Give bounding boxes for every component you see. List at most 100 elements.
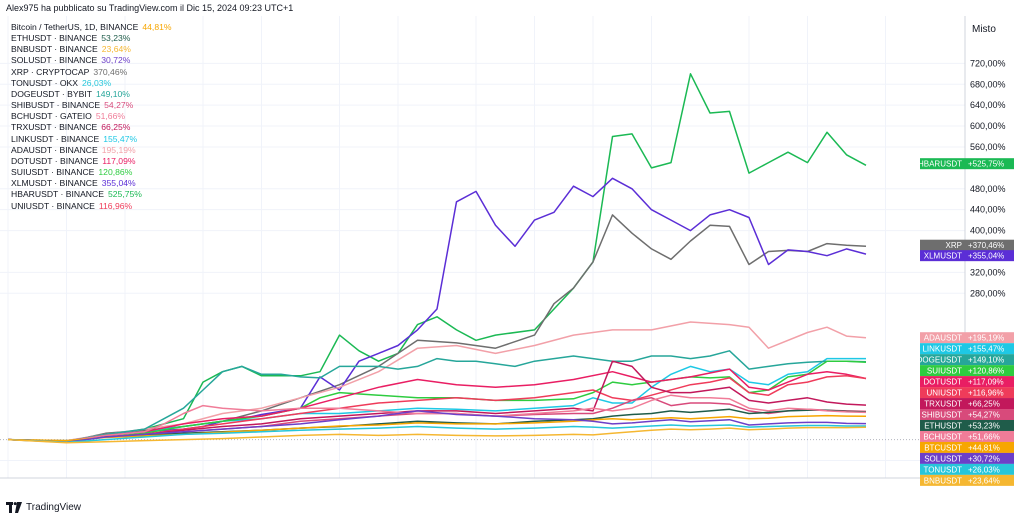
legend-item[interactable]: SHIBUSDT · BINANCE 54,27% xyxy=(11,100,172,111)
end-label-value-box xyxy=(965,452,1014,464)
end-label-name: BNBUSDT xyxy=(924,476,962,485)
end-label-value: +53,23% xyxy=(968,421,1000,430)
legend-item[interactable]: TONUSDT · OKX 26,03% xyxy=(11,78,172,89)
end-label-uniusdt: UNIUSDT +116,96% xyxy=(920,387,1014,399)
end-label-value-box xyxy=(965,332,1014,344)
scale-mode-label[interactable]: Misto xyxy=(972,24,996,35)
end-label-value: +51,66% xyxy=(968,432,1000,441)
legend-symbol-label: ADAUSDT · BINANCE xyxy=(11,144,98,155)
legend-item[interactable]: XLMUSDT · BINANCE 355,04% xyxy=(11,178,172,189)
legend-symbol-label: SUIUSDT · BINANCE xyxy=(11,167,95,178)
legend-item[interactable]: BNBUSDT · BINANCE 23,64% xyxy=(11,44,172,55)
price-axis-tick-label: 640,00% xyxy=(970,100,1006,110)
legend-change-value: 120,86% xyxy=(98,167,133,178)
legend-symbol-label: UNIUSDT · BINANCE xyxy=(11,200,95,211)
legend-item[interactable]: TRXUSDT · BINANCE 66,25% xyxy=(11,122,172,133)
price-axis-tick-label: 440,00% xyxy=(970,205,1006,215)
legend-change-value: 44,81% xyxy=(142,22,172,32)
end-label-value-box xyxy=(965,343,1014,355)
tradingview-logo-icon xyxy=(6,502,22,513)
end-label-value: +370,46% xyxy=(968,241,1004,250)
legend-item[interactable]: BCHUSDT · GATEIO 51,66% xyxy=(11,111,172,122)
symbol-legend: Bitcoin / TetherUS, 1D, BINANCE 44,81% ETH… xyxy=(11,22,172,212)
end-label-name: ETHUSDT xyxy=(924,421,962,430)
series-lines xyxy=(7,73,867,444)
end-label-dotusdt: DOTUSDT +117,09% xyxy=(920,376,1014,388)
end-label-value-box xyxy=(965,239,1014,251)
end-label-suiusdt: SUIUSDT +120,86% xyxy=(920,365,1014,377)
end-label-value: +355,04% xyxy=(968,252,1004,261)
end-label-name-box xyxy=(920,343,965,355)
end-label-name-box xyxy=(920,430,965,442)
legend-change-value: 116,96% xyxy=(98,200,133,211)
legend-item[interactable]: SUIUSDT · BINANCE 120,86% xyxy=(11,167,172,178)
legend-item[interactable]: DOTUSDT · BINANCE 117,09% xyxy=(11,156,172,167)
publisher-header: Alex975 ha pubblicato su TradingView.com… xyxy=(6,3,294,13)
end-label-value-box xyxy=(965,409,1014,421)
end-label-ethusdt: ETHUSDT +53,23% xyxy=(920,419,1014,431)
legend-change-value: 195,19% xyxy=(101,144,136,155)
legend-item[interactable]: ETHUSDT · BINANCE 53,23% xyxy=(11,33,172,44)
legend-symbol-label: TONUSDT · OKX xyxy=(11,77,79,88)
legend-symbol-label: Bitcoin / TetherUS, 1D, BINANCE xyxy=(11,22,139,32)
end-label-name-box xyxy=(920,398,965,410)
end-label-shibusdt: SHIBUSDT +54,27% xyxy=(920,409,1014,421)
legend-symbol-label: ETHUSDT · BINANCE xyxy=(11,33,98,44)
footer-brand-text: TradingView xyxy=(26,502,82,513)
end-label-solusdt: SOLUSDT +30,72% xyxy=(920,452,1014,464)
legend-symbol-label: BNBUSDT · BINANCE xyxy=(11,44,98,55)
legend-symbol-label: SHIBUSDT · BINANCE xyxy=(11,100,101,111)
end-label-bnbusdt: BNBUSDT +23,64% xyxy=(920,474,1014,486)
end-label-name: SOLUSDT xyxy=(924,454,962,463)
end-label-value-box xyxy=(965,430,1014,442)
end-label-value: +149,10% xyxy=(968,356,1004,365)
legend-item[interactable]: ADAUSDT · BINANCE 195,19% xyxy=(11,145,172,156)
series-line-bchusdt xyxy=(7,394,867,442)
price-axis-tick-label: 600,00% xyxy=(970,121,1006,131)
end-label-value-box xyxy=(965,365,1014,377)
legend-change-value: 370,46% xyxy=(93,66,128,77)
end-label-name-box xyxy=(920,387,965,399)
end-label-name-box xyxy=(920,409,965,421)
end-label-name: TONUSDT xyxy=(923,465,962,474)
end-label-tonusdt: TONUSDT +26,03% xyxy=(920,463,1014,475)
legend-item[interactable]: XRP · CRYPTOCAP 370,46% xyxy=(11,67,172,78)
legend-item[interactable]: Bitcoin / TetherUS, 1D, BINANCE 44,81% xyxy=(11,22,172,33)
legend-item[interactable]: SOLUSDT · BINANCE 30,72% xyxy=(11,55,172,66)
end-label-value: +23,64% xyxy=(968,476,1000,485)
legend-item[interactable]: DOGEUSDT · BYBIT 149,10% xyxy=(11,89,172,100)
legend-symbol-label: LINKUSDT · BINANCE xyxy=(11,133,100,144)
legend-item[interactable]: UNIUSDT · BINANCE 116,96% xyxy=(11,201,172,212)
end-label-value-box xyxy=(965,354,1014,366)
legend-change-value: 66,25% xyxy=(101,122,131,133)
end-label-value: +30,72% xyxy=(968,454,1000,463)
legend-item[interactable]: LINKUSDT · BINANCE 155,47% xyxy=(11,134,172,145)
legend-change-value: 117,09% xyxy=(102,155,136,166)
end-label-value: +155,47% xyxy=(968,345,1004,354)
end-label-value: +44,81% xyxy=(968,443,1000,452)
end-label-value: +120,86% xyxy=(968,367,1004,376)
series-line-xrp xyxy=(7,214,867,443)
end-label-name-box xyxy=(920,365,965,377)
end-label-name-box xyxy=(920,158,965,170)
end-label-btcusdt: BTCUSDT +44,81% xyxy=(920,441,1014,453)
legend-change-value: 23,64% xyxy=(101,44,131,55)
end-label-value: +195,19% xyxy=(968,334,1004,343)
legend-change-value: 30,72% xyxy=(101,55,131,66)
legend-item[interactable]: HBARUSDT · BINANCE 525,75% xyxy=(11,189,172,200)
series-line-uniusdt xyxy=(7,375,867,442)
legend-symbol-label: XLMUSDT · BINANCE xyxy=(11,178,98,189)
end-label-dogeusdt: DOGEUSDT +149,10% xyxy=(917,354,1014,366)
end-label-value-box xyxy=(965,387,1014,399)
end-label-name-box xyxy=(920,463,965,475)
legend-change-value: 53,23% xyxy=(101,33,131,44)
series-line-dogeusdt xyxy=(7,350,867,442)
end-label-value-box xyxy=(965,158,1014,170)
price-axis-tick-label: 680,00% xyxy=(970,79,1006,89)
end-label-name: ADAUSDT xyxy=(924,334,962,343)
comparison-chart[interactable]: 720,00% 680,00% 640,00% 600,00% 560,00% 480,0… xyxy=(0,16,1024,486)
end-label-value-box xyxy=(965,398,1014,410)
legend-change-value: 155,47% xyxy=(103,133,138,144)
legend-symbol-label: DOGEUSDT · BYBIT xyxy=(11,88,93,99)
end-label-name-box xyxy=(920,376,965,388)
